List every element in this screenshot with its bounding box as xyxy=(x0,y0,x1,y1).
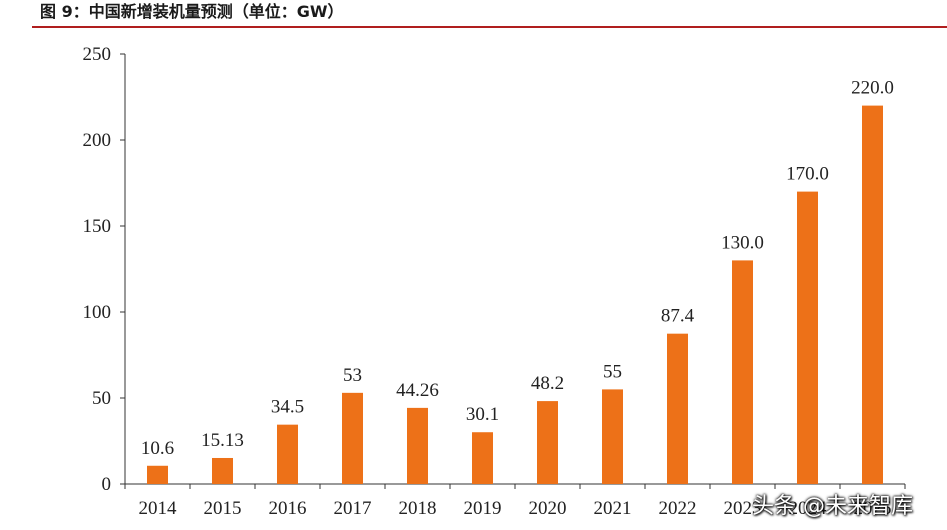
y-tick-label: 200 xyxy=(83,130,112,151)
watermark: 头条 @未来智库 xyxy=(752,494,913,519)
y-tick-label: 100 xyxy=(83,302,112,323)
x-tick-label: 2022 xyxy=(659,498,697,519)
data-label: 170.0 xyxy=(786,164,829,185)
data-label: 53 xyxy=(343,365,362,386)
x-tick-label: 2017 xyxy=(334,498,372,519)
y-tick-label: 50 xyxy=(92,388,111,409)
x-tick-label: 2023 xyxy=(724,498,762,519)
bar xyxy=(407,407,428,484)
x-tick-label: 2025 xyxy=(854,498,892,519)
figure-title: 图 9：中国新增装机量预测（单位：GW） xyxy=(40,2,344,21)
data-label: 34.5 xyxy=(271,397,304,418)
x-tick-label: 2018 xyxy=(399,498,437,519)
bar xyxy=(342,392,363,484)
data-label: 15.13 xyxy=(201,430,244,451)
x-tick-label: 2021 xyxy=(594,498,632,519)
bar xyxy=(212,457,233,484)
y-tick-label: 250 xyxy=(83,44,112,65)
data-label: 10.6 xyxy=(141,438,174,459)
bar xyxy=(602,389,623,484)
bar xyxy=(277,424,298,484)
bar xyxy=(472,432,493,484)
x-tick-label: 2020 xyxy=(529,498,567,519)
x-tick-label: 2016 xyxy=(269,498,307,519)
bar xyxy=(862,105,883,484)
data-label: 55 xyxy=(603,361,622,382)
x-tick-label: 2015 xyxy=(204,498,242,519)
y-tick-label: 0 xyxy=(102,474,112,495)
data-label: 220.0 xyxy=(851,78,894,99)
data-label: 87.4 xyxy=(661,306,695,327)
bar xyxy=(797,191,818,484)
bar xyxy=(537,401,558,484)
y-tick-label: 150 xyxy=(83,216,112,237)
data-label: 130.0 xyxy=(721,232,764,253)
bar xyxy=(147,465,168,484)
x-tick-label: 2014 xyxy=(139,498,178,519)
bar xyxy=(667,333,688,484)
x-tick-label: 2019 xyxy=(464,498,502,519)
x-tick-label: 2024 xyxy=(789,498,828,519)
data-label: 48.2 xyxy=(531,373,564,394)
bar xyxy=(732,260,753,484)
data-label: 44.26 xyxy=(396,380,439,401)
data-label: 30.1 xyxy=(466,404,499,425)
title-rule xyxy=(32,26,947,28)
